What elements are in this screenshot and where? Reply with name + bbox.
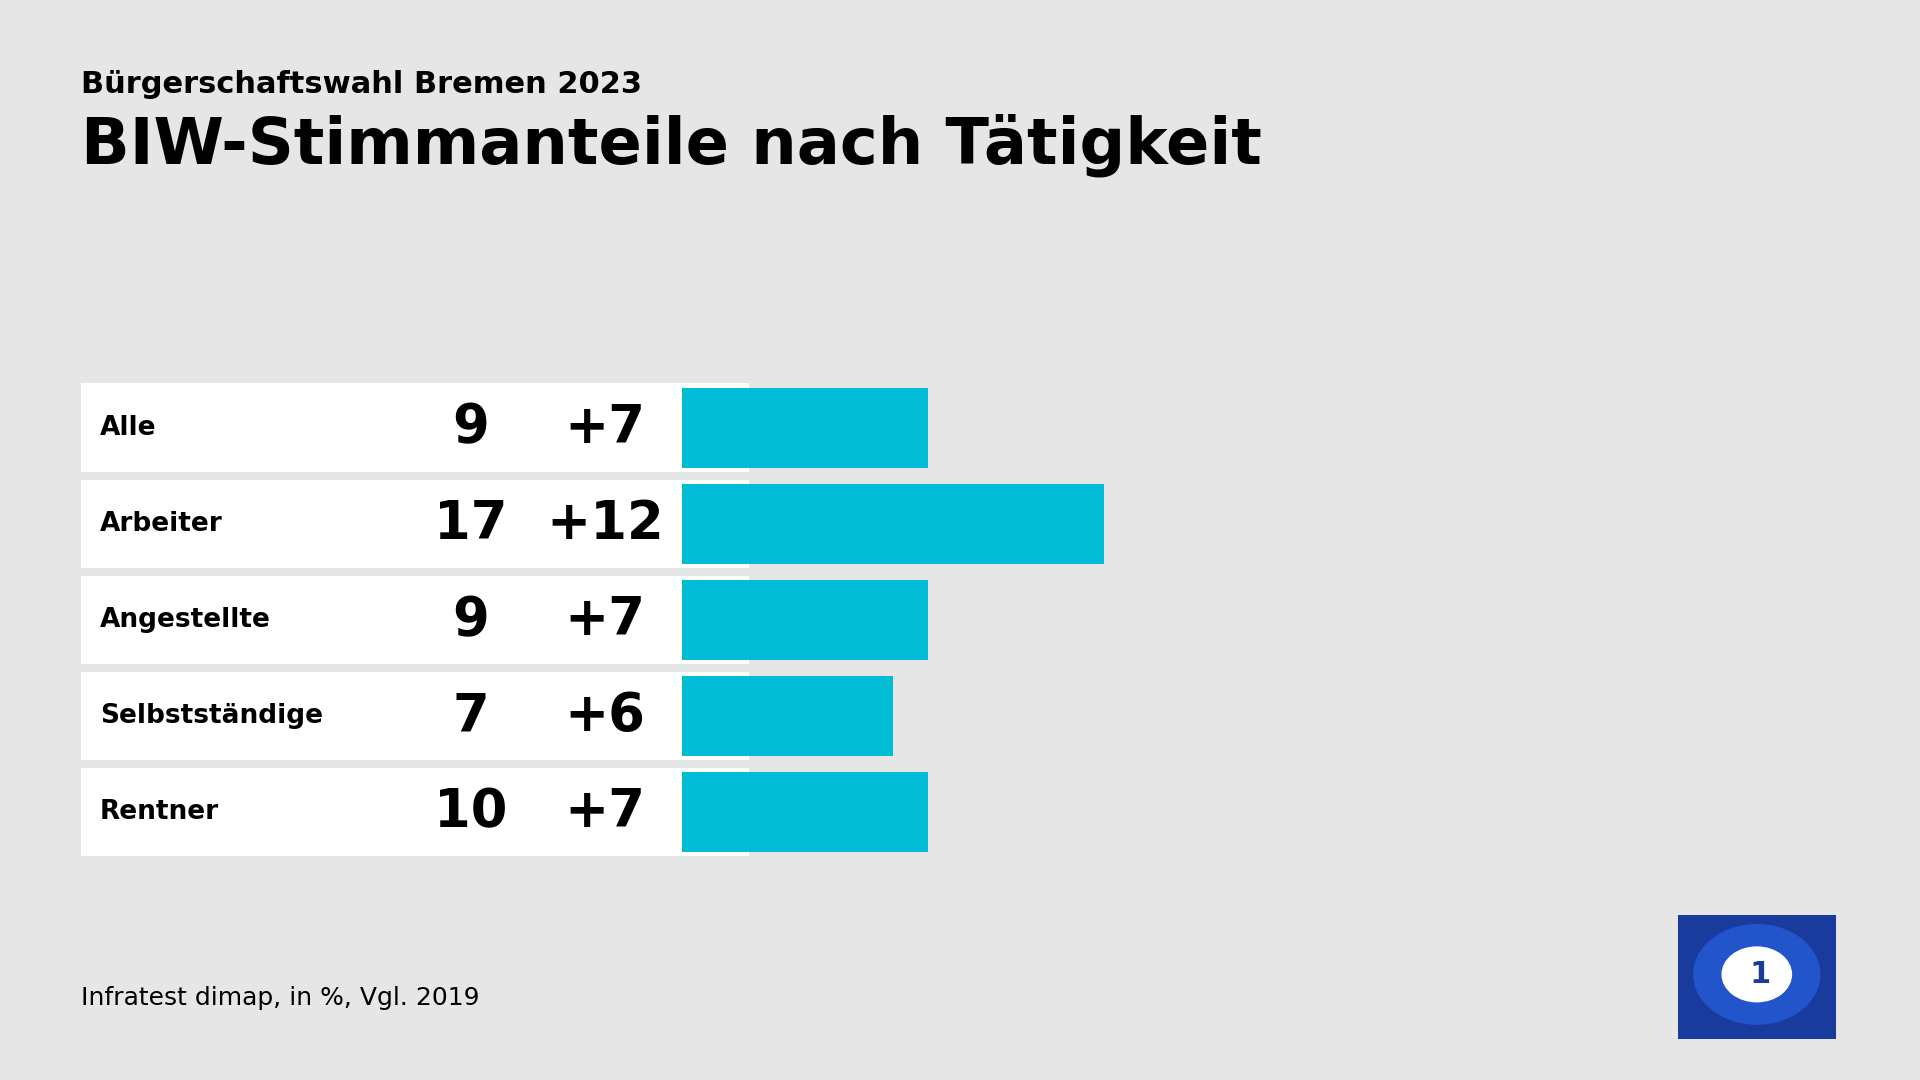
Text: Rentner: Rentner xyxy=(100,799,219,825)
Text: Selbstständige: Selbstständige xyxy=(100,703,323,729)
Text: 9: 9 xyxy=(451,594,490,646)
Text: Bürgerschaftswahl Bremen 2023: Bürgerschaftswahl Bremen 2023 xyxy=(81,70,641,99)
Text: +7: +7 xyxy=(564,402,645,454)
Text: +7: +7 xyxy=(564,594,645,646)
Text: Angestellte: Angestellte xyxy=(100,607,271,633)
Text: 9: 9 xyxy=(451,402,490,454)
Circle shape xyxy=(1693,924,1820,1024)
Text: +6: +6 xyxy=(564,690,645,742)
Text: Arbeiter: Arbeiter xyxy=(100,511,223,537)
Text: 10: 10 xyxy=(434,786,507,838)
Text: Infratest dimap, in %, Vgl. 2019: Infratest dimap, in %, Vgl. 2019 xyxy=(81,986,480,1010)
Circle shape xyxy=(1722,947,1791,1002)
Text: BIW-Stimmanteile nach Tätigkeit: BIW-Stimmanteile nach Tätigkeit xyxy=(81,113,1261,177)
FancyBboxPatch shape xyxy=(1670,908,1843,1045)
Text: 17: 17 xyxy=(434,498,507,550)
Text: +12: +12 xyxy=(545,498,664,550)
Text: 1: 1 xyxy=(1749,960,1770,989)
Text: 7: 7 xyxy=(451,690,490,742)
Text: Alle: Alle xyxy=(100,415,156,441)
Text: +7: +7 xyxy=(564,786,645,838)
